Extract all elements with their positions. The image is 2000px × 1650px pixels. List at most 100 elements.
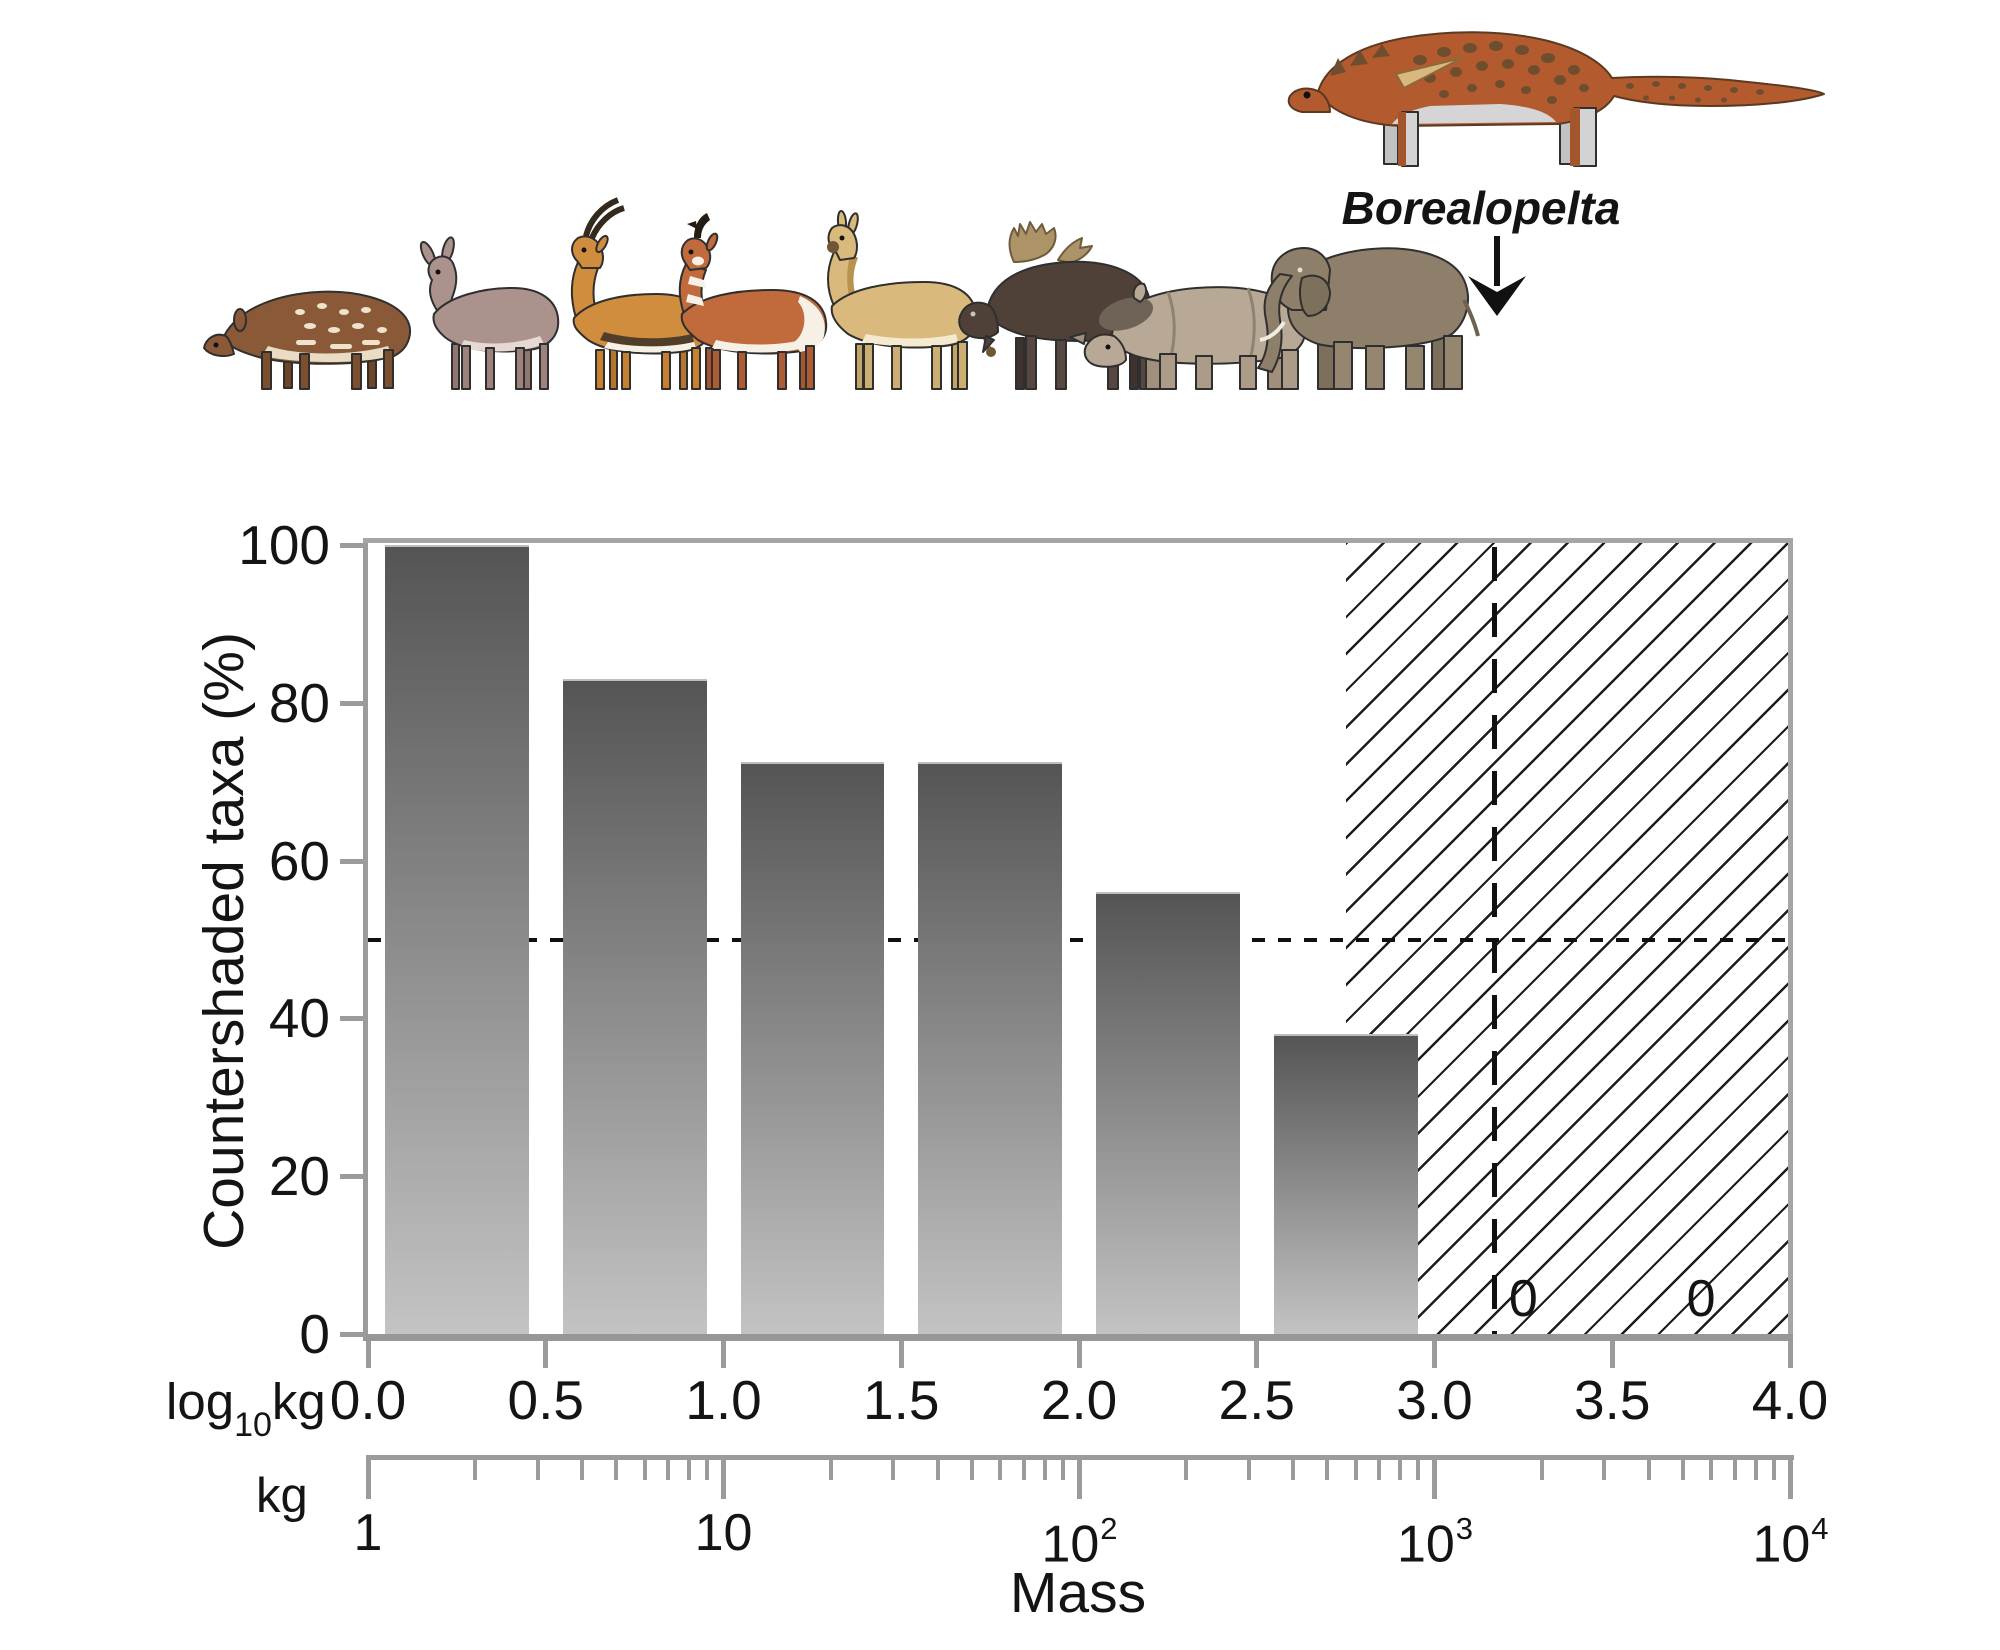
kg-axis-minor-tick [1771,1455,1776,1480]
x-axis-baseline [363,1334,1793,1341]
x-axis-tick-label: 2.0 [1040,1369,1118,1431]
x-axis-tick-label: 2.5 [1218,1369,1295,1431]
kg-axis-minor-tick [1325,1455,1330,1480]
kg-axis-minor-tick [580,1455,585,1480]
x-axis-title-mass: Mass [1009,1561,1147,1625]
kg-axis-minor-tick [666,1455,671,1480]
y-axis-tick [340,1332,366,1337]
kg-axis-minor-tick [1060,1455,1065,1480]
x-axis-tick-label: 0.5 [507,1369,584,1431]
y-axis-line [363,540,368,1336]
kg-axis-minor-tick [687,1455,692,1480]
kg-axis-major-tick [721,1455,726,1499]
pronghorn-icon [678,213,828,390]
x-axis-tick [1254,1341,1260,1368]
x-axis-tick [1609,1341,1615,1368]
chevrotain-icon [203,290,411,390]
kg-axis-major-tick [1787,1455,1793,1499]
kg-axis-major-tick [1432,1455,1437,1499]
kg-axis-minor-tick [1353,1455,1358,1480]
x-axis-tick [365,1341,371,1368]
kg-axis-tick-label: 10 [694,1504,753,1562]
kg-axis-major-tick [365,1455,371,1499]
x-axis-tick [898,1341,904,1368]
bar [385,545,529,1334]
zero-count-label: 0 [1508,1270,1538,1328]
plot-right-border [1788,538,1793,1338]
kg-axis-minor-tick [1416,1455,1421,1480]
x-axis-unit-log10kg: log10kg [166,1373,326,1445]
kg-axis-minor-tick [1753,1455,1758,1480]
arrow-down-icon [1468,236,1526,316]
kg-axis-minor-tick [473,1455,478,1480]
kg-axis-minor-tick [1602,1455,1607,1480]
kg-axis-tick-label: 103 [1396,1511,1474,1574]
x-axis-tick-label: 4.0 [1751,1369,1829,1431]
kg-axis-minor-tick [1042,1455,1047,1480]
dwarf-antelope-icon [419,236,560,390]
y-axis-tick-label: 40 [268,987,330,1050]
kg-axis-minor-tick [705,1455,710,1480]
y-axis-tick [340,1174,366,1180]
borealopelta-icon [1287,31,1825,167]
kg-axis-minor-tick [828,1455,833,1480]
y-axis-tick [340,858,366,864]
kg-axis-minor-tick [1646,1455,1651,1480]
kg-axis-tick-label: 104 [1752,1511,1829,1574]
x-axis-tick [1787,1341,1793,1368]
kg-axis-minor-tick [1184,1455,1189,1480]
x-axis-tick [543,1341,549,1368]
kg-axis-minor-tick [614,1455,619,1480]
x-axis-tick [1432,1341,1437,1368]
gazelle-icon [570,197,714,390]
zero-count-label: 0 [1686,1270,1716,1328]
kg-axis-minor-tick [1680,1455,1685,1480]
wild-ass-icon [827,210,996,390]
kg-axis-minor-tick [535,1455,540,1480]
x-axis-tick-label: 1.0 [685,1369,762,1431]
kg-axis-minor-tick [935,1455,940,1480]
x-axis-tick-label: 0.0 [329,1369,407,1431]
kg-axis-minor-tick [1377,1455,1382,1480]
kg-axis-tick-label: 102 [1041,1511,1118,1574]
bar [740,761,885,1334]
kg-axis-minor-tick [891,1455,896,1480]
y-axis-tick [340,700,366,706]
kg-axis-minor-tick [642,1455,647,1480]
bar [562,679,707,1334]
y-axis-tick-label: 80 [268,671,330,734]
kg-axis-unit-label: kg [256,1469,308,1523]
y-axis-tick-label: 0 [299,1303,330,1365]
borealopelta-annotation-label: Borealopelta [1341,182,1621,234]
x-axis-tick-label: 3.5 [1574,1369,1651,1431]
y-axis-tick [340,1016,366,1022]
kg-axis-minor-tick [1539,1455,1544,1480]
y-axis-tick-label: 60 [268,829,330,892]
kg-axis-minor-tick [998,1455,1003,1480]
borealopelta-mass-dashed-line [1491,547,1497,1334]
kg-axis-minor-tick [1021,1455,1026,1480]
x-axis-tick-label: 1.5 [863,1369,940,1431]
y-axis-tick-label: 20 [268,1145,330,1208]
kg-axis-tick-label: 1 [353,1504,383,1562]
elephant-icon [1257,247,1480,390]
rhinoceros-icon [1069,282,1307,390]
kg-axis-minor-tick [1398,1455,1403,1480]
kg-axis-minor-tick [1732,1455,1737,1480]
kg-axis-minor-tick [969,1455,974,1480]
y-axis-tick [340,543,366,548]
x-axis-tick [1076,1341,1082,1368]
plot-top-border [363,538,1793,543]
kg-axis-minor-tick [1709,1455,1714,1480]
moose-icon [958,221,1151,390]
x-axis-tick-label: 3.0 [1396,1369,1473,1431]
fifty-percent-dotted-line [368,937,1792,942]
bar [1273,1034,1418,1334]
kg-axis-minor-tick [1291,1455,1296,1480]
bar [1096,892,1240,1334]
bar [918,761,1062,1334]
kg-axis-major-tick [1076,1455,1082,1499]
y-axis-tick-label: 100 [238,514,330,576]
kg-axis-minor-tick [1246,1455,1251,1480]
